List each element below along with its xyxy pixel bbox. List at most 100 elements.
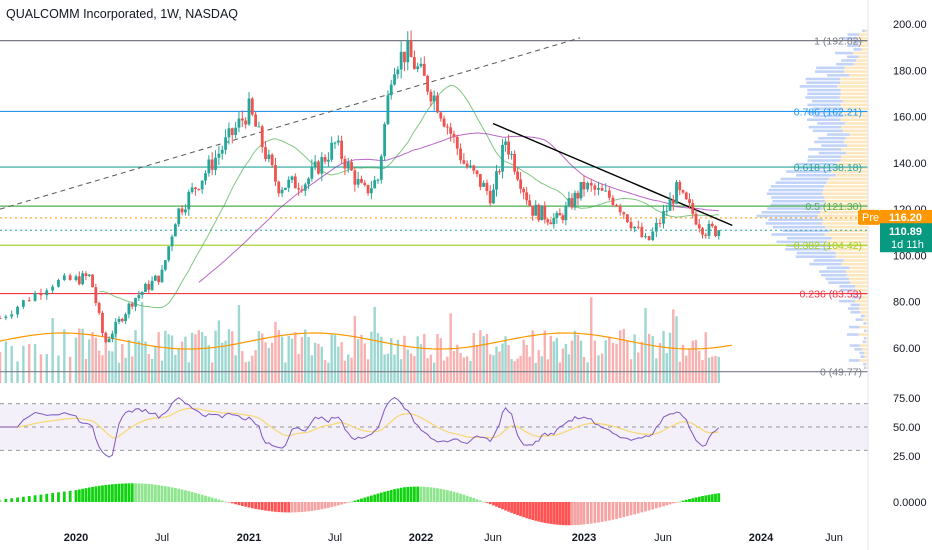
profile-bar-up [848,359,860,362]
candle-body [576,192,580,199]
histogram-bar [442,489,446,502]
candle-body [326,159,330,162]
volume-ma [0,332,733,350]
profile-bar-up [811,99,843,103]
candle-body [147,283,151,290]
profile-bar-up [809,262,842,266]
histogram-bar [170,487,174,502]
candle-body [432,95,436,102]
candle-body [419,63,423,67]
candle-body [187,191,191,210]
volume-bar [101,355,104,383]
volume-bar [94,337,98,383]
volume-bar [227,329,231,383]
histogram-bar [546,502,550,524]
profile-bar-down [866,329,868,333]
candle-body [110,333,114,339]
profile-bar-down [841,148,868,151]
candle-body [224,137,227,150]
candle-body [600,187,604,191]
volume-bar [304,329,307,383]
candle-body [629,222,633,229]
volume-bar [403,335,406,383]
histogram-bar [543,502,547,523]
volume-bar [177,348,180,383]
volume-bar [446,356,449,383]
candle-body [330,142,334,160]
histogram-bar [283,502,287,513]
candle-body [485,182,489,191]
candle-body [644,236,647,238]
volume-bar [543,330,546,383]
profile-bar-down [858,55,868,59]
histogram-bar [317,502,320,510]
candle-body [97,303,101,313]
candle-body [343,158,347,169]
volume-bar [688,348,691,383]
volume-bar [600,353,604,383]
profile-bar-down [844,66,868,70]
histogram-bar [346,502,350,503]
candle-body [114,321,118,334]
candle-body [555,213,559,218]
volume-bar [114,331,117,383]
candle-body [564,205,568,221]
candle-body [320,157,324,174]
candle-body [406,40,410,63]
histogram-bar [16,497,19,502]
profile-bar-up [796,173,836,177]
volume-bar [573,330,577,383]
profile-bar-up [812,129,844,133]
candle-body [287,179,291,188]
volume-bar [197,330,201,383]
volume-bar [280,336,284,383]
profile-bar-up [807,111,841,114]
rsi-ma-line [0,407,719,439]
histogram-bar [615,502,618,519]
candle-body [173,224,177,237]
candle-body [267,154,271,160]
candle-body [313,161,317,167]
profile-bar-down [817,214,868,218]
histogram-bar [558,502,562,525]
histogram-bar [184,490,187,502]
volume-bar [439,338,442,383]
profile-bar-down [843,259,868,262]
candle-body [678,182,682,191]
profile-bar-down [855,288,868,292]
histogram-bar [475,499,479,502]
histogram-bar [552,502,556,525]
profile-bar-up [863,322,866,325]
candle-body [214,157,217,170]
histogram-bar [97,485,101,502]
profile-bar-up [852,296,861,299]
candle-body [675,182,678,204]
candle-body [422,63,426,76]
candle-body [140,291,144,296]
candle-body [665,210,669,212]
candle-body [714,226,717,236]
histogram-bar [4,498,8,502]
volume-bar [333,334,337,383]
histogram-bar [618,502,622,519]
profile-bar-down [849,133,868,136]
histogram-bar [469,496,472,502]
candle-body [393,74,396,85]
profile-bar-down [830,248,868,251]
profile-bar-down [858,44,868,47]
histogram-bar [449,490,453,502]
profile-bar-down [839,77,868,81]
volume-bar [423,333,426,383]
volume-bar [651,336,654,383]
volume-bar [516,358,519,383]
histogram-bar [386,490,390,502]
histogram-bar [681,500,685,502]
rsi-tick-label: 75.00 [893,393,921,405]
histogram-bar [611,502,615,520]
histogram-bar [197,493,201,502]
candle-body [244,120,248,125]
histogram-bar [130,483,134,502]
candle-body [167,246,171,261]
profile-bar-up [864,329,867,333]
